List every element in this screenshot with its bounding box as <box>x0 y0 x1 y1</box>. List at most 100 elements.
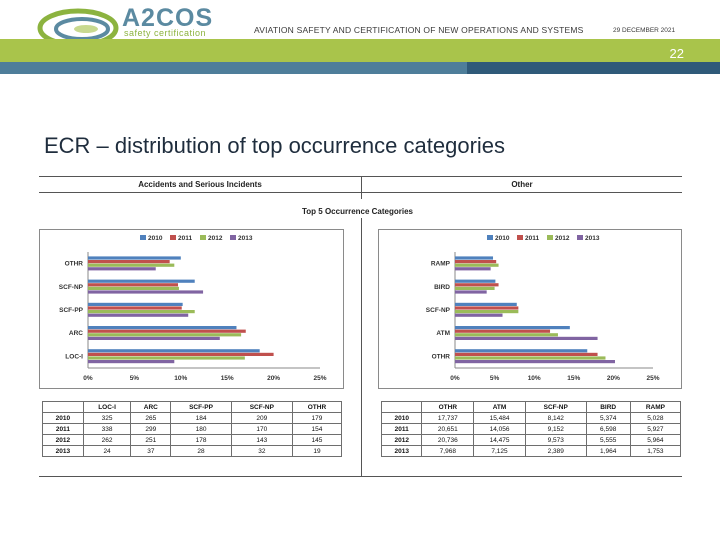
left-category-label-2: SCF-PP <box>59 307 84 314</box>
slide-title: ECR – distribution of top occurrence cat… <box>44 133 506 158</box>
top-rule <box>39 176 682 177</box>
table-row: 2012 20,736 14,475 9,573 5,555 5,964 <box>380 434 682 446</box>
left-legend-label-2013: 2013 <box>238 235 253 242</box>
left-table-cell: 32 <box>230 445 293 457</box>
left-table-cell: 262 <box>82 434 132 446</box>
left-bar-1-2013 <box>88 290 204 294</box>
heading-rule <box>39 192 682 193</box>
center-subtitle: Top 5 Occurrence Categories <box>302 207 413 216</box>
left-table-cell: 178 <box>170 434 232 446</box>
right-table-header-1: OTHR <box>421 401 475 413</box>
right-table-header-row: OTHR ATM SCF-NP BIRD RAMP <box>380 401 682 413</box>
header-band-blue <box>0 62 467 74</box>
right-table-cell: 5,555 <box>585 434 631 446</box>
right-x-tick-4: 20% <box>607 375 620 382</box>
right-table-cell: 2,389 <box>524 445 587 457</box>
left-chart-svg: 2010 2011 2012 2013 0% 5% 10% 15% 20% 25% OTHR SCF-… <box>59 235 327 382</box>
right-table-header-0 <box>380 401 423 413</box>
right-table-cell: 14,056 <box>473 423 526 435</box>
right-bar-4-2013 <box>455 360 615 364</box>
table-row: 2010 325 265 184 209 179 <box>42 412 343 424</box>
left-category-label-0: OTHR <box>65 261 84 268</box>
table-row: 2011 20,651 14,056 9,152 6,598 5,927 <box>380 423 682 435</box>
right-x-tick-0: 0% <box>450 375 460 382</box>
left-bar-0-2013 <box>88 267 156 271</box>
logo-subtitle: safety certification <box>124 28 207 38</box>
left-category-label-4: LOC-I <box>65 353 83 360</box>
right-category-label-4: OTHR <box>432 353 451 360</box>
left-x-tick-3: 15% <box>221 375 234 382</box>
left-category-label-3: ARC <box>69 330 83 337</box>
right-bar-1-2011 <box>455 283 499 287</box>
left-legend-label-2012: 2012 <box>208 235 223 242</box>
left-table-cell: 2010 <box>42 412 84 424</box>
left-table-cell: 325 <box>82 412 132 424</box>
left-table-cell: 179 <box>291 412 343 424</box>
right-legend-swatch-2010 <box>487 235 493 240</box>
left-table-cell: 265 <box>130 412 172 424</box>
left-legend-swatch-2012 <box>200 235 206 240</box>
right-table-cell: 20,651 <box>421 423 475 435</box>
center-divider-lower <box>361 218 362 476</box>
right-legend-label-2010: 2010 <box>495 235 510 242</box>
left-x-tick-5: 25% <box>313 375 326 382</box>
left-heading: Accidents and Serious Incidents <box>138 180 262 189</box>
left-legend-swatch-2011 <box>170 235 176 240</box>
right-table-cell: 2011 <box>380 423 423 435</box>
right-category-label-3: ATM <box>436 330 450 337</box>
left-table-cell: 184 <box>170 412 232 424</box>
left-table-cell: 2012 <box>42 434 84 446</box>
left-legend-swatch-2010 <box>140 235 146 240</box>
left-category-label-1: SCF-NP <box>59 284 84 291</box>
right-table-cell: 8,142 <box>524 412 587 424</box>
header-band-dark <box>467 62 720 74</box>
right-table-cell: 5,374 <box>585 412 631 424</box>
table-row: 2013 24 37 28 32 19 <box>42 445 343 457</box>
left-data-table: LOC-I ARC SCF-PP SCF-NP OTHR 2010 325 265 184 209… <box>42 401 343 457</box>
left-bar-4-2013 <box>88 360 175 364</box>
left-table-cell: 37 <box>130 445 172 457</box>
right-table-cell: 2010 <box>380 412 423 424</box>
left-table-header-1: LOC-I <box>82 401 132 413</box>
left-table-cell: 154 <box>291 423 343 435</box>
right-legend-swatch-2013 <box>577 235 583 240</box>
table-row: 2011 338 299 180 170 154 <box>42 423 343 435</box>
right-table-cell: 17,737 <box>421 412 475 424</box>
right-table-cell: 7,968 <box>421 445 475 457</box>
left-table-header-0 <box>42 401 84 413</box>
right-table-header-2: ATM <box>473 401 526 413</box>
right-bar-1-2010 <box>455 279 496 283</box>
left-table-header-3: SCF-PP <box>170 401 232 413</box>
left-bar-2-2013 <box>88 313 189 317</box>
left-table-cell: 170 <box>230 423 293 435</box>
right-table-cell: 6,598 <box>585 423 631 435</box>
left-table-cell: 251 <box>130 434 172 446</box>
left-table-header-4: SCF-NP <box>230 401 293 413</box>
left-legend-label-2011: 2011 <box>178 235 192 242</box>
left-bar-4-2012 <box>88 356 245 360</box>
right-x-tick-2: 10% <box>528 375 541 382</box>
right-table-cell: 1,753 <box>629 445 682 457</box>
left-bar-1-2011 <box>88 283 179 287</box>
left-bar-1-2012 <box>88 286 179 290</box>
right-chart-svg: 2010 2011 2012 2013 0% 5% 10% 15% 20% 25% RAMP BIRD… <box>426 235 660 382</box>
right-legend-swatch-2012 <box>547 235 553 240</box>
left-bar-4-2010 <box>88 349 260 353</box>
right-x-tick-1: 5% <box>490 375 500 382</box>
left-x-tick-4: 20% <box>267 375 280 382</box>
right-category-label-0: RAMP <box>431 261 451 268</box>
left-bar-1-2010 <box>88 279 195 283</box>
right-table-cell: 5,964 <box>629 434 682 446</box>
table-row: 2012 262 251 178 143 145 <box>42 434 343 446</box>
right-table-cell: 7,125 <box>473 445 526 457</box>
left-bar-3-2011 <box>88 329 246 333</box>
left-table-cell: 2013 <box>42 445 84 457</box>
left-x-tick-0: 0% <box>83 375 93 382</box>
center-divider <box>361 176 362 199</box>
right-bar-4-2012 <box>455 356 606 360</box>
table-row: 2010 17,737 15,484 8,142 5,374 5,028 <box>380 412 682 424</box>
right-table-header-3: SCF-NP <box>524 401 587 413</box>
right-bar-2-2010 <box>455 302 517 306</box>
right-bar-4-2011 <box>455 352 598 356</box>
left-table-cell: 143 <box>230 434 293 446</box>
